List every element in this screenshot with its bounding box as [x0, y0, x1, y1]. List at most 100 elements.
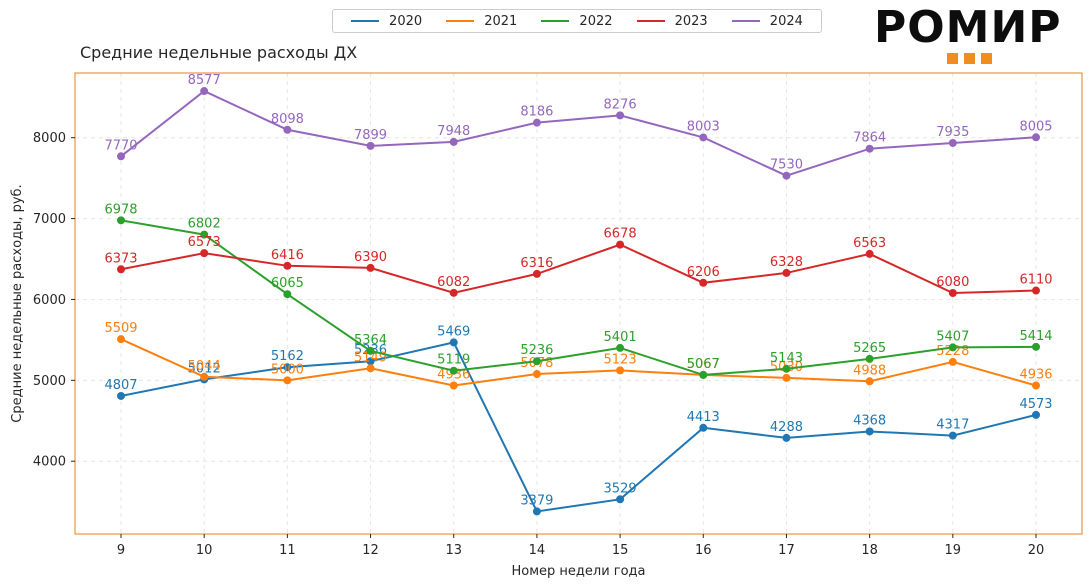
legend-label: 2022 [579, 13, 613, 29]
x-tick-label: 20 [1028, 543, 1045, 558]
data-point-2020 [117, 391, 125, 400]
data-point-2024 [616, 111, 625, 120]
legend-item-2022: 2022 [541, 13, 613, 29]
data-label-2021: 4936 [437, 368, 470, 383]
data-label-2020: 4317 [936, 418, 969, 433]
legend-label: 2024 [769, 13, 803, 29]
data-point-2022 [865, 354, 874, 363]
data-point-2021 [117, 335, 125, 344]
logo-text: РОМИР [874, 2, 1062, 53]
data-label-2020: 3529 [604, 481, 637, 496]
data-label-2024: 7864 [853, 131, 886, 146]
data-point-2020 [449, 338, 458, 347]
plot-frame [74, 72, 1083, 535]
data-point-2020 [366, 357, 375, 366]
data-point-2021 [449, 381, 458, 390]
data-point-2021 [948, 357, 957, 366]
data-label-2023: 6678 [604, 227, 637, 242]
data-point-2023 [699, 278, 708, 287]
data-point-2023 [449, 288, 458, 297]
data-point-2024 [117, 152, 125, 161]
legend-label: 2023 [674, 13, 708, 29]
data-label-2022: 5236 [520, 343, 553, 358]
legend-swatch [446, 20, 475, 22]
legend-label: 2020 [389, 13, 423, 29]
data-point-2020 [283, 363, 292, 372]
data-label-2023: 6316 [520, 256, 553, 271]
data-label-2020: 4807 [104, 378, 137, 393]
data-label-2022: 6065 [271, 276, 304, 291]
data-point-2022 [699, 370, 708, 379]
romir-logo: РОМИР [874, 3, 1074, 67]
data-label-2021: 5067 [687, 357, 720, 372]
data-point-2020 [616, 495, 625, 504]
data-label-2024: 7770 [104, 138, 137, 153]
data-point-2022 [283, 290, 292, 299]
legend-swatch [731, 20, 760, 22]
data-label-2021: 5149 [354, 350, 387, 365]
data-point-2023 [782, 268, 791, 277]
data-point-2024 [449, 137, 458, 146]
x-tick-label: 11 [279, 543, 296, 558]
data-label-2020: 4368 [853, 413, 886, 428]
data-point-2022 [200, 230, 209, 239]
data-label-2024: 7935 [936, 125, 969, 140]
legend-swatch [351, 20, 380, 22]
series-line-2023 [120, 243, 1037, 294]
data-label-2021: 5000 [271, 362, 304, 377]
data-point-2020 [865, 427, 874, 436]
data-label-2021: 4988 [853, 363, 886, 378]
legend-swatch [636, 20, 665, 22]
data-label-2022: 5119 [437, 353, 470, 368]
x-tick-label: 16 [695, 543, 712, 558]
data-point-2023 [200, 249, 209, 258]
data-point-2021 [366, 364, 375, 373]
data-point-2023 [1032, 286, 1040, 295]
data-label-2022: 5401 [604, 330, 637, 345]
data-point-2021 [865, 377, 874, 386]
data-label-2024: 8577 [188, 73, 221, 88]
data-point-2024 [948, 138, 957, 147]
data-point-2023 [532, 269, 541, 278]
legend-item-2020: 2020 [351, 14, 422, 29]
data-point-2024 [200, 87, 209, 96]
chart-title: Средние недельные расходы ДХ [80, 43, 358, 62]
x-tick-label: 19 [945, 543, 962, 558]
y-tick-label: 4000 [33, 455, 66, 470]
data-label-2022: 6978 [104, 202, 137, 217]
x-tick-label: 12 [362, 543, 379, 558]
data-label-2023: 6328 [770, 255, 803, 270]
x-tick-label: 13 [445, 543, 462, 558]
data-label-2024: 7899 [354, 128, 387, 143]
data-point-2020 [1032, 410, 1040, 419]
data-label-2024: 8003 [687, 119, 720, 134]
data-label-2020: 4573 [1019, 397, 1052, 412]
data-point-2022 [782, 364, 791, 373]
data-point-2023 [616, 240, 625, 249]
data-point-2020 [532, 507, 541, 516]
series-line-2021 [120, 338, 1037, 387]
data-label-2023: 6206 [687, 265, 720, 280]
data-point-2022 [1032, 342, 1040, 351]
data-point-2021 [616, 366, 625, 375]
data-point-2022 [532, 357, 541, 366]
data-label-2024: 8276 [604, 97, 637, 112]
data-label-2021: 5123 [604, 352, 637, 367]
data-label-2022: 5143 [770, 351, 803, 366]
data-point-2020 [699, 423, 708, 432]
x-tick-label: 14 [529, 543, 546, 558]
data-point-2021 [532, 370, 541, 379]
logo-dots [947, 53, 1074, 64]
data-point-2023 [117, 265, 125, 274]
data-label-2023: 6563 [853, 236, 886, 251]
y-axis-label: Средние недельные расходы, руб. [10, 184, 25, 422]
logo-dot [981, 53, 992, 64]
data-point-2024 [865, 144, 874, 153]
data-label-2020: 5162 [271, 349, 304, 364]
legend-swatch [541, 20, 570, 22]
data-point-2024 [1032, 133, 1040, 142]
legend-item-2023: 2023 [636, 13, 708, 29]
data-label-2022: 6802 [188, 217, 221, 232]
data-label-2024: 8186 [520, 105, 553, 120]
